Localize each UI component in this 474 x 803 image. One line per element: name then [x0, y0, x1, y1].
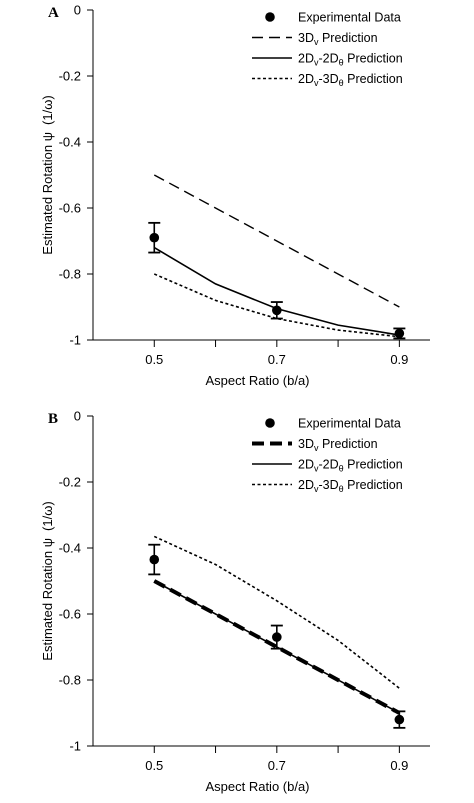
legend-text-part: -2D	[318, 458, 338, 472]
y-axis-title-part: (1/ω)	[40, 501, 55, 531]
data-point	[149, 232, 160, 243]
legend-text-part: Prediction	[318, 31, 377, 45]
legend-label: 3Dv Prediction	[298, 437, 378, 453]
legend-text-part: 3D	[298, 437, 314, 451]
y-axis-title: Estimated Rotation ψ (1/ω)	[40, 95, 55, 254]
legend-label: 2Dv-3Dθ Prediction	[298, 72, 403, 88]
series-line-3dv	[153, 174, 400, 308]
y-tick-label: -0.2	[59, 69, 81, 84]
data-point	[149, 554, 160, 565]
chart-panel-a: A 0 -0.2 -0.4 -0.6 -0.8 -1 0.5 0.7 0.9 Aspect Rati…	[40, 3, 430, 388]
y-axis-title-part: (1/ω)	[40, 95, 55, 125]
x-tick-label: 0.9	[390, 758, 408, 773]
y-tick-label: 0	[74, 3, 81, 18]
legend-text-part: 2D	[298, 478, 314, 492]
subscript: v	[314, 464, 319, 474]
legend-marker	[265, 12, 275, 22]
subscript: v	[314, 484, 319, 494]
legend-text-part: 2D	[298, 72, 314, 86]
series-line-2d3d	[153, 273, 400, 338]
subscript: v	[314, 78, 319, 88]
panel-letter: A	[48, 5, 59, 21]
subscript: θ	[339, 58, 344, 68]
legend-marker	[265, 418, 275, 428]
panel-letter: B	[48, 411, 58, 427]
subscript: v	[314, 58, 319, 68]
data-point	[394, 714, 405, 725]
legend-label: 2Dv-2Dθ Prediction	[298, 458, 403, 474]
subscript: v	[314, 37, 319, 47]
y-axis-title-part: Estimated Rotation ψ	[40, 132, 55, 255]
y-tick-label: -0.6	[59, 201, 81, 216]
x-axis-title: Aspect Ratio (b/a)	[205, 779, 309, 794]
legend-text-part: 2D	[298, 52, 314, 66]
legend-text-part: -3D	[318, 478, 338, 492]
legend-label: 2Dv-2Dθ Prediction	[298, 52, 403, 68]
y-tick-label: -1	[69, 739, 81, 754]
y-tick-label: 0	[74, 409, 81, 424]
legend-text-part: 3D	[298, 31, 314, 45]
legend-text-part: Prediction	[318, 437, 377, 451]
series-line-2d2d	[153, 246, 400, 336]
x-tick-label: 0.9	[390, 352, 408, 367]
legend-label: Experimental Data	[298, 417, 401, 431]
y-tick-label: -0.4	[59, 135, 81, 150]
legend-text-part: -2D	[318, 52, 338, 66]
data-point	[272, 305, 282, 316]
subscript: v	[314, 443, 319, 453]
x-tick-label: 0.5	[145, 758, 163, 773]
subscript: θ	[339, 464, 344, 474]
x-axis-title: Aspect Ratio (b/a)	[205, 373, 309, 388]
y-tick-label: -0.2	[59, 475, 81, 490]
legend-text-part: Prediction	[344, 478, 403, 492]
data-point	[394, 328, 405, 339]
legend-label: Experimental Data	[298, 11, 401, 25]
y-tick-label: -0.8	[59, 673, 81, 688]
x-tick-label: 0.5	[145, 352, 163, 367]
y-axis-title: Estimated Rotation ψ (1/ω)	[40, 501, 55, 660]
data-point	[272, 632, 282, 642]
legend-text-part: Prediction	[344, 52, 403, 66]
series-line-2d3d	[153, 535, 400, 689]
y-tick-label: -0.8	[59, 267, 81, 282]
legend-text-part: 2D	[298, 458, 314, 472]
legend-label: 3Dv Prediction	[298, 31, 378, 47]
x-tick-label: 0.7	[268, 758, 286, 773]
y-tick-label: -1	[69, 333, 81, 348]
subscript: θ	[339, 78, 344, 88]
legend-text-part: -3D	[318, 72, 338, 86]
x-tick-label: 0.7	[268, 352, 286, 367]
legend-text-part: Prediction	[344, 72, 403, 86]
legend-label: 2Dv-3Dθ Prediction	[298, 478, 403, 494]
y-tick-label: -0.6	[59, 607, 81, 622]
chart-panel-b: B 0 -0.2 -0.4 -0.6 -0.8 -1 0.5 0.7 0.9 Aspect Rati…	[40, 409, 430, 794]
legend-text-part: Prediction	[344, 458, 403, 472]
subscript: θ	[339, 484, 344, 494]
y-tick-label: -0.4	[59, 541, 81, 556]
y-axis-title-part: Estimated Rotation ψ	[40, 538, 55, 661]
